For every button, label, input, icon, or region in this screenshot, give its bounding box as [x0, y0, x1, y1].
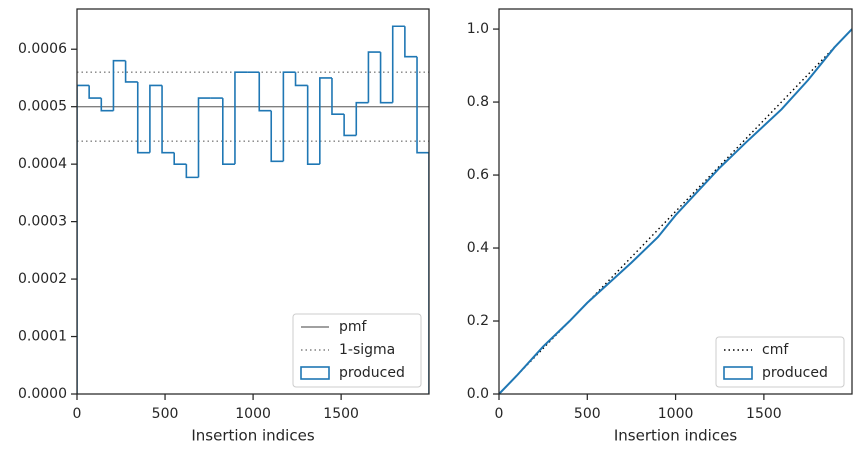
histogram-step	[355, 101, 369, 136]
x-tick-label: 1000	[658, 406, 694, 422]
y-tick-label: 0.0001	[18, 329, 67, 345]
series-line	[499, 28, 852, 394]
histogram-step	[173, 152, 187, 165]
legend-box	[292, 313, 422, 388]
histogram-step	[100, 98, 114, 112]
series-line	[499, 28, 852, 394]
x-tick-label: 500	[574, 406, 601, 422]
histogram-step	[124, 60, 138, 83]
legend-label: produced	[339, 365, 405, 381]
axes-frame	[76, 8, 430, 395]
legend-label: 1-sigma	[339, 342, 395, 358]
y-tick-label: 0.0003	[18, 214, 67, 230]
histogram-step	[379, 52, 393, 104]
plot-area	[499, 28, 852, 394]
y-tick-label: 0.6	[467, 167, 489, 183]
y-tick-label: 0.2	[467, 313, 489, 329]
histogram-step	[88, 85, 102, 99]
histogram-step	[270, 110, 284, 163]
histogram-step	[282, 71, 296, 162]
x-tick-label: 1000	[235, 406, 271, 422]
x-tick-label: 1500	[746, 406, 782, 422]
legend-swatch	[300, 366, 330, 380]
x-tick-label: 0	[495, 406, 504, 422]
x-tick-label: 0	[73, 406, 82, 422]
histogram-step	[77, 84, 90, 394]
x-tick-label: 1500	[323, 406, 359, 422]
x-axis-label: Insertion indices	[191, 427, 314, 445]
legend-swatch	[723, 366, 753, 380]
histogram-step	[319, 77, 332, 165]
axes-frame	[498, 8, 853, 395]
y-tick-label: 0.0005	[18, 99, 67, 115]
y-tick-label: 0.0006	[18, 41, 67, 57]
legend-label: produced	[762, 365, 828, 381]
legend-label: cmf	[762, 342, 789, 358]
y-tick-label: 0.0004	[18, 156, 67, 172]
y-tick-label: 0.0002	[18, 271, 67, 287]
histogram-step	[149, 84, 163, 153]
histogram-step	[331, 77, 345, 115]
histogram-step	[222, 98, 235, 165]
x-tick-label: 500	[152, 406, 179, 422]
histogram-step	[416, 56, 429, 394]
legend-label: pmf	[339, 319, 368, 335]
histogram-step	[404, 26, 418, 58]
histogram-step	[197, 97, 211, 178]
histogram-step	[367, 51, 381, 103]
x-axis-label: Insertion indices	[614, 427, 737, 445]
histogram-step	[136, 81, 150, 154]
histogram-step	[161, 85, 175, 154]
y-tick-label: 1.0	[467, 21, 489, 37]
histogram-step	[391, 25, 405, 103]
plot-area	[77, 25, 429, 394]
histogram-step	[234, 71, 248, 165]
histogram-step	[258, 72, 272, 112]
y-tick-label: 0.8	[467, 94, 489, 110]
histogram-step	[294, 72, 308, 87]
histogram-step	[112, 59, 126, 111]
histogram-step	[343, 114, 357, 137]
y-tick-label: 0.0000	[18, 386, 67, 402]
y-tick-label: 0.0	[467, 386, 489, 402]
histogram-step	[306, 85, 320, 165]
y-tick-label: 0.4	[467, 240, 489, 256]
histogram-step	[185, 164, 199, 179]
